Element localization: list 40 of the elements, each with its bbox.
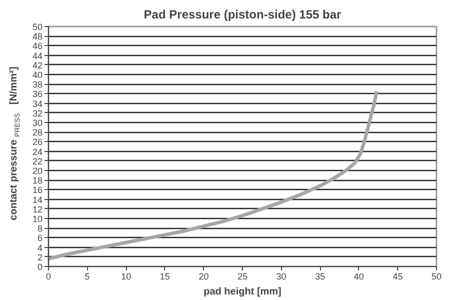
x-tick-label: 0 bbox=[46, 272, 52, 282]
x-tick-label: 50 bbox=[431, 272, 442, 282]
y-tick-label: 12 bbox=[32, 204, 43, 214]
y-tick-label: 32 bbox=[32, 108, 43, 118]
y-tick-label: 42 bbox=[32, 60, 43, 70]
x-tick-label: 30 bbox=[276, 272, 286, 282]
y-tick-label: 24 bbox=[32, 146, 43, 157]
y-tick-label: 40 bbox=[32, 70, 43, 80]
y-tick-label: 36 bbox=[32, 89, 43, 100]
x-tick-label: 25 bbox=[237, 272, 248, 282]
y-tick-label: 44 bbox=[32, 50, 43, 61]
y-tick-label: 18 bbox=[32, 176, 43, 186]
x-tick-label: 10 bbox=[121, 272, 132, 282]
y-tick-label: 6 bbox=[37, 233, 43, 244]
chart-title: Pad Pressure (piston-side) 155 bar bbox=[144, 8, 342, 22]
y-tick-label: 48 bbox=[32, 32, 43, 42]
y-tick-label: 4 bbox=[37, 242, 43, 253]
y-tick-label: 14 bbox=[32, 194, 43, 205]
line-series bbox=[48, 90, 378, 261]
x-tick-label: 15 bbox=[160, 272, 170, 282]
x-tick-label: 40 bbox=[354, 272, 364, 282]
x-tick-label: 45 bbox=[392, 272, 403, 282]
y-tick-label: 28 bbox=[32, 128, 43, 138]
y-tick-label: 22 bbox=[32, 156, 43, 166]
y-tick-label: 10 bbox=[32, 214, 43, 224]
y-tick-label: 2 bbox=[37, 252, 43, 262]
x-tick-label: 5 bbox=[84, 272, 90, 282]
y-tick-label: 38 bbox=[32, 80, 43, 90]
y-tick-label: 16 bbox=[32, 185, 43, 196]
y-tick-label: 26 bbox=[32, 137, 43, 148]
x-tick-label: 20 bbox=[198, 272, 209, 282]
y-tick-label: 46 bbox=[32, 41, 43, 52]
y-tick-label: 20 bbox=[32, 166, 43, 176]
y-tick-label: 50 bbox=[32, 22, 43, 32]
y-tick-label: 34 bbox=[32, 98, 43, 109]
x-tick-label: 35 bbox=[315, 272, 326, 282]
y-tick-label: 8 bbox=[37, 224, 43, 234]
x-axis-title: pad height [mm] bbox=[204, 286, 282, 298]
y-tick-label: 0 bbox=[37, 262, 43, 272]
y-tick-label: 30 bbox=[32, 118, 43, 128]
